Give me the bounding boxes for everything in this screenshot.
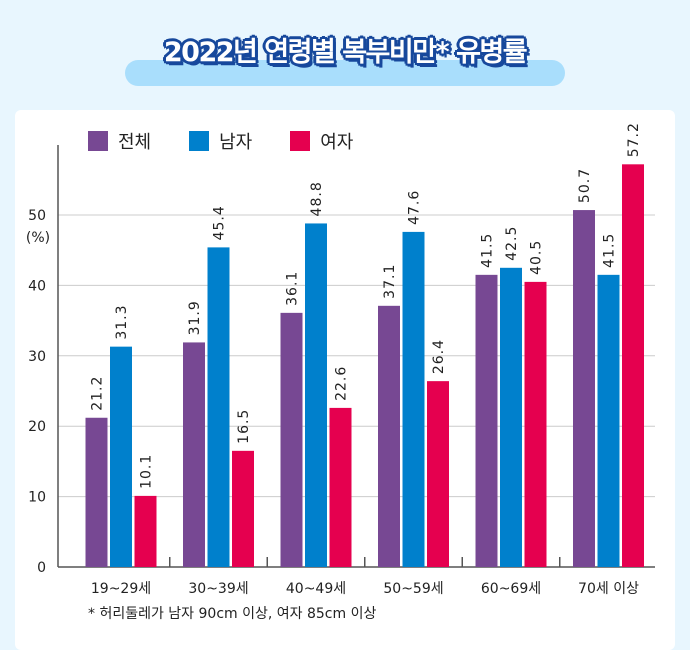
data-label: 57.2 [626, 122, 642, 157]
y-tick-label: 30 [28, 349, 46, 365]
legend-swatch [189, 131, 210, 151]
legend-item: 여자 [290, 128, 353, 154]
legend-swatch [88, 131, 108, 151]
y-tick-label: 50 [28, 208, 46, 224]
y-tick-label: 0 [37, 560, 46, 576]
data-label: 48.8 [309, 181, 325, 216]
x-tick-label: 40~49세 [286, 581, 346, 597]
bar-여자 [524, 281, 547, 567]
bar-남자 [305, 223, 327, 567]
data-label: 37.1 [382, 264, 398, 299]
data-label: 50.7 [577, 168, 593, 203]
data-label: 21.2 [90, 376, 106, 411]
data-label: 31.3 [114, 304, 130, 339]
data-label: 45.4 [212, 205, 228, 240]
data-label: 47.6 [407, 190, 423, 225]
bar-전체 [85, 417, 108, 567]
x-tick-label: 50~59세 [383, 581, 443, 597]
data-label: 10.1 [139, 454, 155, 489]
bar-남자 [402, 231, 425, 567]
x-tick-label: 30~39세 [188, 581, 248, 597]
x-tick-label: 19~29세 [91, 581, 151, 597]
bar-전체 [280, 312, 303, 567]
bar-남자 [597, 274, 620, 567]
x-tick-label: 60~69세 [481, 581, 541, 597]
legend-item: 남자 [189, 128, 252, 154]
y-tick-label: 40 [28, 278, 46, 294]
title-highlight [125, 60, 565, 86]
bar-여자 [134, 495, 157, 567]
y-axis-unit: (%) [26, 230, 50, 246]
bar-전체 [573, 210, 595, 567]
bar-남자 [500, 267, 522, 567]
legend: 전체 남자 여자 [88, 128, 353, 154]
footnote: * 허리둘레가 남자 90cm 이상, 여자 85cm 이상 [88, 606, 377, 622]
data-label: 16.5 [236, 409, 252, 444]
legend-item: 전체 [88, 128, 151, 154]
data-label: 26.4 [431, 339, 447, 374]
bar-전체 [475, 274, 498, 567]
legend-label: 전체 [118, 132, 152, 153]
data-label: 31.9 [187, 300, 203, 335]
data-label: 36.1 [285, 271, 301, 306]
bar-여자 [622, 164, 644, 567]
bar-전체 [183, 342, 205, 567]
legend-swatch [290, 131, 311, 151]
data-label: 41.5 [602, 233, 618, 268]
bar-남자 [110, 346, 132, 567]
bar-여자 [427, 381, 449, 567]
data-label: 40.5 [529, 240, 545, 275]
y-tick-label: 20 [28, 419, 46, 435]
bar-남자 [207, 247, 230, 567]
data-label: 42.5 [504, 226, 520, 261]
bar-여자 [329, 407, 352, 567]
data-label: 41.5 [480, 233, 496, 268]
data-label: 22.6 [334, 366, 350, 401]
y-tick-label: 10 [28, 490, 46, 506]
x-tick-label: 70세 이상 [578, 581, 639, 597]
legend-label: 남자 [219, 132, 253, 153]
chart-title: 2022년 연령별 복부비만* 유병률 [163, 37, 528, 68]
bar-전체 [378, 305, 400, 567]
bar-여자 [232, 450, 254, 567]
legend-label: 여자 [320, 132, 354, 153]
